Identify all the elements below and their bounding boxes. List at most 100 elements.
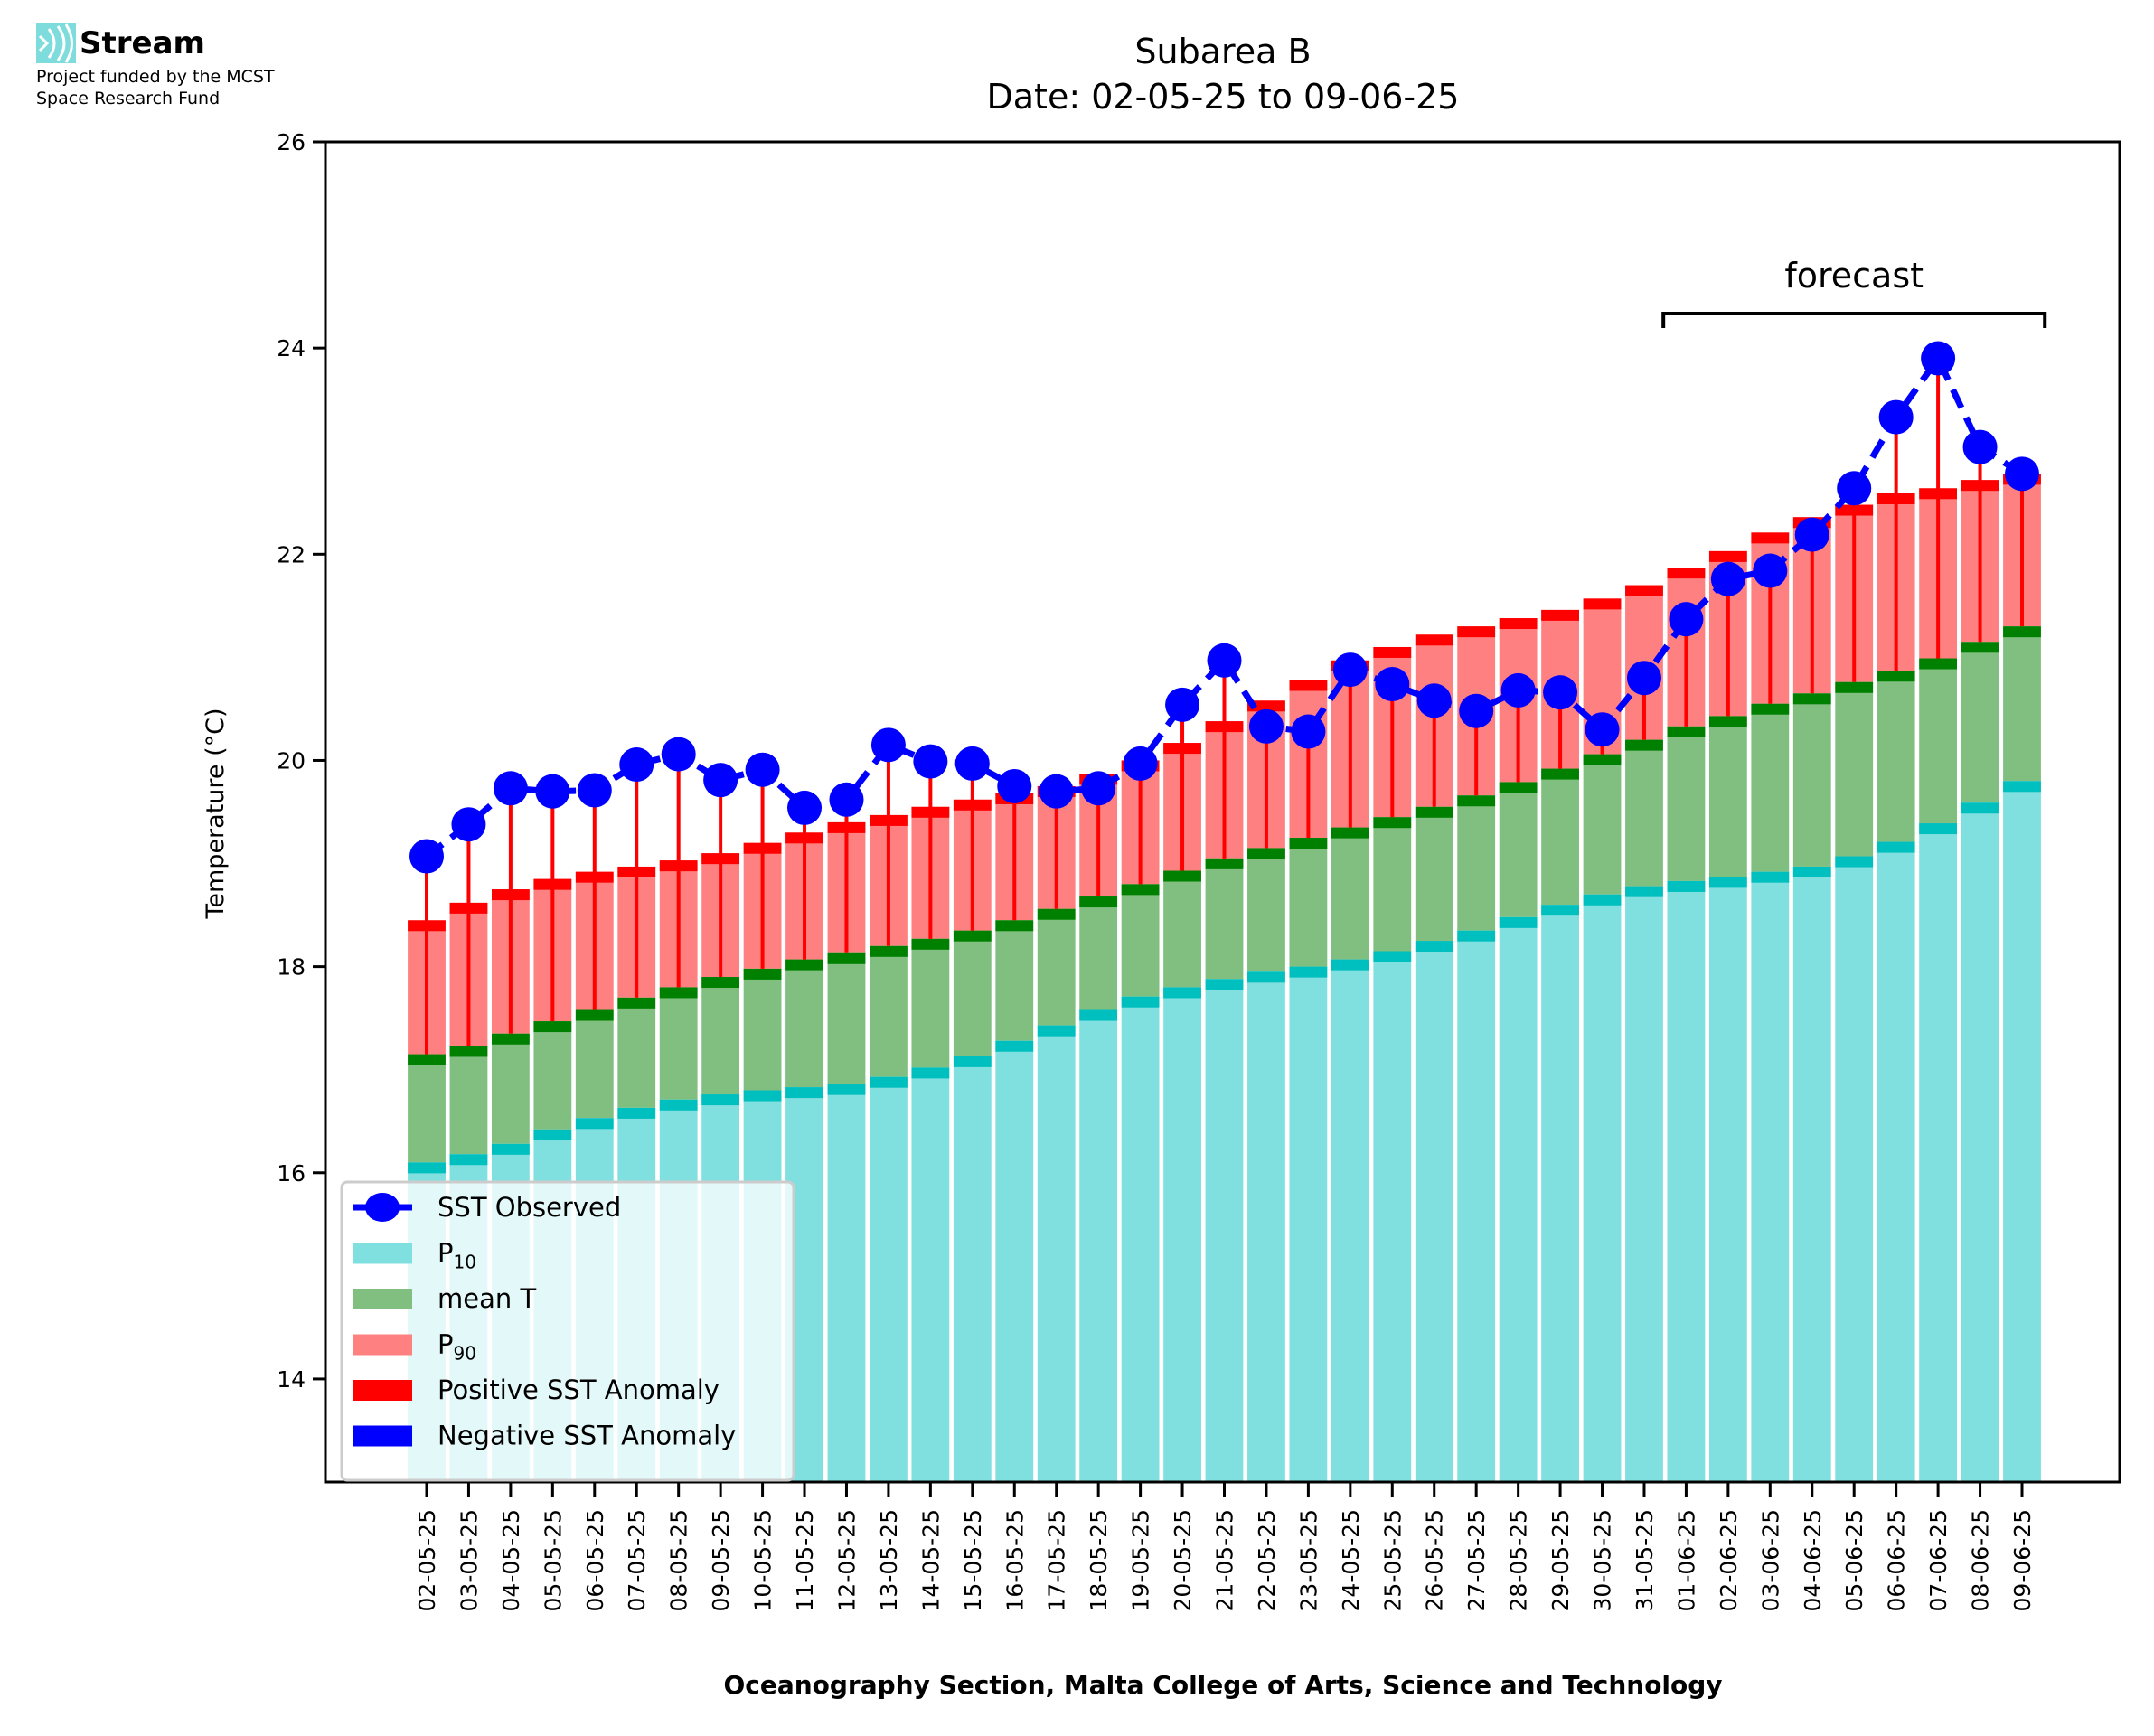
bar-p10 [1415, 941, 1453, 1482]
bar-p10 [1331, 959, 1369, 1482]
bar-mean [870, 945, 908, 1077]
sst-observed-point [955, 746, 990, 781]
bar-p10 [1919, 823, 1958, 1482]
x-tick-label: 06-06-25 [1884, 1509, 1910, 1611]
sst-observed-point [1543, 675, 1578, 710]
bar-mean-cap [743, 968, 782, 980]
bar-p10-cap [1079, 1009, 1118, 1021]
bar-mean-cap [785, 959, 823, 971]
bar-p90-cap [1415, 634, 1453, 646]
bar-mean [1163, 870, 1201, 988]
bar-p10 [1625, 886, 1663, 1482]
bar-p10-cap [1205, 979, 1244, 990]
sst-observed-point [619, 747, 654, 783]
bar-p10-cap [408, 1162, 446, 1174]
bar-mean-cap [1667, 726, 1706, 737]
bar-mean [1373, 817, 1412, 952]
bar-mean-cap [1499, 782, 1538, 793]
bar-p10 [911, 1067, 950, 1482]
x-tick-label: 08-05-25 [666, 1509, 692, 1611]
bar-p10-cap [827, 1084, 866, 1095]
sst-observed-point [1710, 561, 1745, 596]
bar-mean-cap [1751, 703, 1790, 715]
bar-mean [1708, 716, 1747, 877]
x-tick-label: 15-05-25 [960, 1509, 986, 1611]
sst-observed-point [1459, 693, 1494, 728]
x-tick-label: 26-05-25 [1422, 1509, 1448, 1611]
x-tick-label: 06-05-25 [582, 1509, 608, 1611]
sst-observed-layer [409, 341, 2039, 874]
y-tick-label: 14 [277, 1366, 306, 1393]
sst-observed-point [1962, 429, 1998, 464]
bar-p10-cap [1037, 1025, 1076, 1037]
bar-mean [533, 1021, 572, 1130]
bar-p10 [1121, 996, 1160, 1482]
bar-p10 [870, 1076, 908, 1482]
x-tick-label: 20-05-25 [1170, 1509, 1196, 1611]
bar-mean [1583, 754, 1622, 895]
bar-p90-cap [1499, 618, 1538, 630]
x-tick-label: 29-05-25 [1547, 1509, 1574, 1611]
x-tick-label: 03-06-25 [1757, 1509, 1783, 1611]
bar-mean [995, 920, 1034, 1041]
bar-mean-cap [1541, 768, 1579, 780]
bar-p10 [1499, 916, 1538, 1482]
bar-p10-cap [1247, 971, 1285, 983]
x-tick-label: 24-05-25 [1338, 1509, 1364, 1611]
bar-p10 [1961, 802, 1999, 1482]
bar-p10 [1792, 866, 1831, 1482]
bar-p10-cap [659, 1099, 698, 1111]
bar-mean-cap [1415, 806, 1453, 818]
x-tick-label: 09-06-25 [2009, 1509, 2036, 1611]
bar-mean [1835, 681, 1874, 857]
plot-frame [324, 140, 2121, 1484]
x-tick-label: 18-05-25 [1086, 1509, 1112, 1611]
bar-mean [953, 930, 992, 1056]
bar-mean-cap [1373, 817, 1412, 829]
bar-mean [785, 959, 823, 1088]
bar-mean [1961, 642, 1999, 803]
stream-waves-icon [36, 23, 76, 63]
bar-mean [827, 952, 866, 1084]
bar-mean [1792, 693, 1831, 867]
x-tick-label: 07-06-25 [1925, 1509, 1952, 1611]
logo-subtitle-line2: Space Research Fund [36, 89, 221, 108]
bar-p10 [995, 1040, 1034, 1482]
y-tick-label: 26 [277, 129, 306, 155]
bar-mean [1247, 848, 1285, 972]
y-tick-label: 20 [277, 747, 306, 774]
bar-p90-cap [1457, 626, 1496, 638]
bar-p10-cap [2003, 781, 2041, 793]
bar-mean-cap [1163, 870, 1201, 882]
sst-observed-point [745, 752, 780, 787]
x-tick-label: 27-05-25 [1463, 1509, 1490, 1611]
bar-mean-cap [533, 1021, 572, 1033]
bar-mean-cap [1037, 908, 1076, 920]
x-tick-label: 13-05-25 [876, 1509, 902, 1611]
legend-swatch-mean [353, 1289, 412, 1309]
bar-p10-cap [953, 1056, 992, 1067]
bar-p10 [1457, 930, 1496, 1482]
bar-mean-cap [491, 1033, 530, 1045]
bar-mean-cap [911, 938, 950, 950]
bar-p10-cap [1121, 996, 1160, 1008]
bar-mean [408, 1054, 446, 1163]
bar-p10-cap [491, 1143, 530, 1155]
forecast-label: forecast [1784, 256, 1924, 296]
bar-mean-cap [1835, 681, 1874, 693]
bar-mean [1079, 896, 1118, 1010]
bar-mean [701, 977, 740, 1095]
legend-label-subscript: 10 [454, 1252, 476, 1273]
x-tick-label: 05-06-25 [1841, 1509, 1867, 1611]
forecast-annotation: forecast [1661, 256, 2047, 328]
x-tick-label: 05-05-25 [540, 1509, 566, 1611]
bar-p10 [1541, 905, 1579, 1482]
bar-mean-cap [1079, 896, 1118, 908]
sst-observed-point [870, 727, 906, 763]
legend-label-mean: mean T [437, 1283, 536, 1314]
sst-observed-point [1416, 683, 1452, 718]
bar-mean [2003, 626, 2041, 782]
bar-p10-cap [1919, 823, 1958, 835]
logo-name: Stream [80, 25, 205, 61]
bar-mean-cap [953, 930, 992, 942]
